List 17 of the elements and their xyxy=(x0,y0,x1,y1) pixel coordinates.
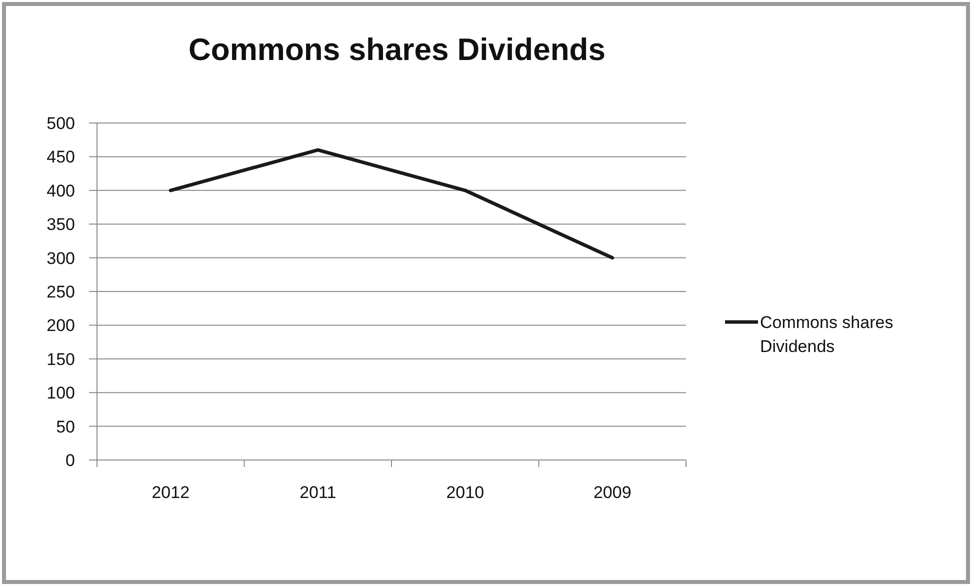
y-tick-label: 50 xyxy=(56,417,75,436)
y-tick-label: 100 xyxy=(46,384,75,403)
y-tick-label: 500 xyxy=(46,114,75,133)
x-tick-label: 2011 xyxy=(300,483,336,502)
x-tick-label: 2012 xyxy=(152,483,190,502)
legend-label: Commons shares Dividends xyxy=(760,312,894,356)
y-tick-label: 250 xyxy=(46,282,75,302)
y-tick-label: 150 xyxy=(46,350,75,369)
y-tick-label: 350 xyxy=(46,215,75,234)
y-tick-label: 0 xyxy=(66,450,75,470)
y-tick-label: 450 xyxy=(46,148,75,167)
y-tick-label: 300 xyxy=(46,248,75,268)
y-tick-label: 200 xyxy=(46,316,75,336)
y-tick-label: 400 xyxy=(46,181,75,200)
x-tick-label: 2009 xyxy=(593,483,632,502)
chart-title: Commons shares Dividends xyxy=(188,32,606,67)
x-tick-label: 2010 xyxy=(446,483,484,502)
